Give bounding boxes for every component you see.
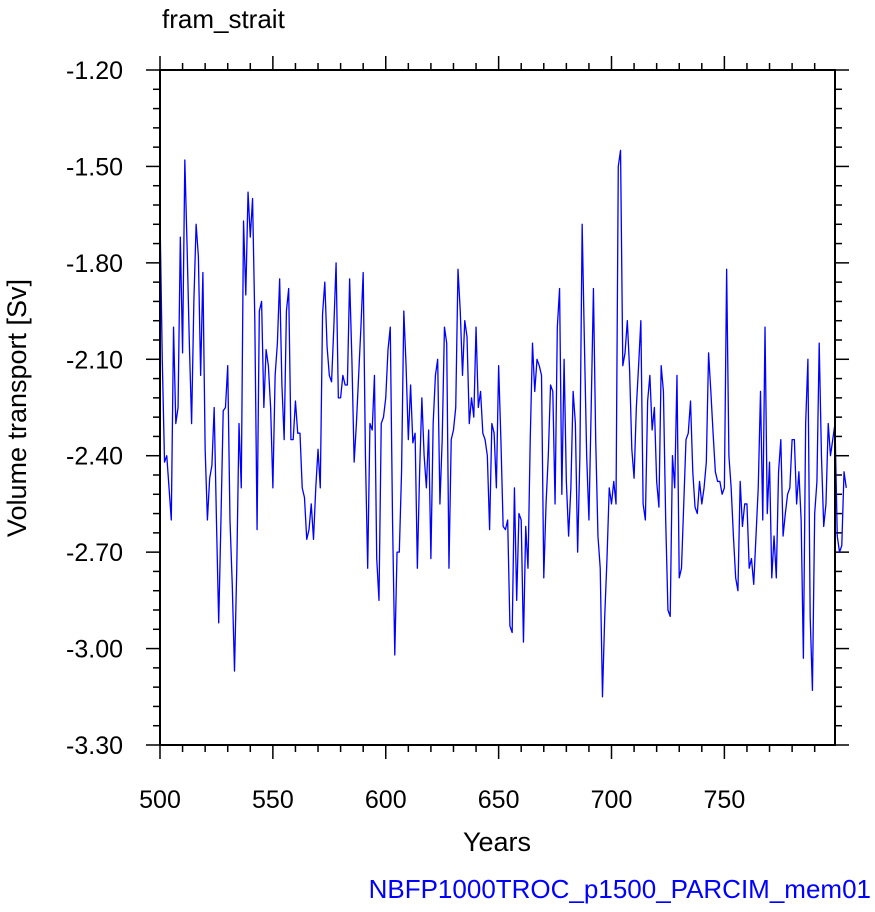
y-tick-label: -1.20 xyxy=(66,57,123,85)
y-tick-label: -2.10 xyxy=(66,346,123,374)
x-axis-ticks: 500 550 600 650 700 750 xyxy=(139,56,816,814)
x-tick-label: 700 xyxy=(591,786,633,814)
y-tick-label: -3.30 xyxy=(66,732,123,760)
y-axis-label: Volume transport [Sv] xyxy=(2,279,32,537)
x-axis-label: Years xyxy=(463,827,531,857)
case-annotation: NBFP1000TROC_p1500_PARCIM_mem01 xyxy=(369,874,871,904)
x-tick-label: 550 xyxy=(252,786,294,814)
y-tick-label: -2.70 xyxy=(66,539,123,567)
x-tick-label: 500 xyxy=(139,786,181,814)
series-line xyxy=(159,149,847,698)
x-tick-label: 750 xyxy=(704,786,746,814)
x-tick-label: 600 xyxy=(365,786,407,814)
plot-frame xyxy=(159,69,836,746)
y-axis-ticks: -1.20 -1.50 -1.80 -2.10 -2.40 -2.70 -3.00 -3.30 xyxy=(66,57,849,760)
y-tick-label: -3.00 xyxy=(66,636,123,664)
x-tick-label: 650 xyxy=(478,786,520,814)
y-tick-label: -1.50 xyxy=(66,153,123,181)
chart-title: fram_strait xyxy=(162,4,286,34)
y-tick-label: -2.40 xyxy=(66,443,123,471)
y-tick-label: -1.80 xyxy=(66,250,123,278)
